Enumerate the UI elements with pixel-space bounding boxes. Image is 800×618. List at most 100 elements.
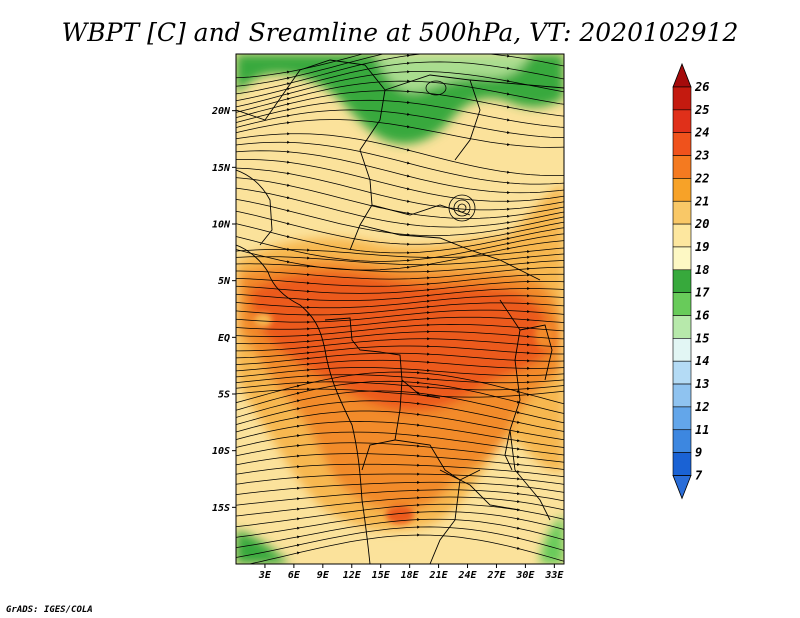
colorbar-level-label: 18	[695, 263, 709, 277]
streamline-arrow	[407, 70, 410, 74]
streamline-arrow	[296, 384, 300, 388]
streamline-arrow	[286, 183, 290, 187]
streamline-arrow	[307, 327, 310, 331]
streamline-arrow	[417, 518, 420, 522]
streamline-arrow	[307, 374, 310, 378]
streamline	[236, 71, 564, 108]
streamline-arrow	[307, 362, 310, 366]
colorbar-level-label: 16	[695, 309, 709, 323]
streamline	[236, 54, 564, 95]
streamline-arrow	[407, 125, 410, 129]
lat-tick-label: 10S	[212, 446, 230, 457]
streamline	[236, 54, 365, 79]
wbpt-local-max-west	[254, 313, 272, 327]
streamline-arrow	[417, 402, 420, 405]
wbpt-local-max-south	[386, 506, 414, 524]
streamline-arrow	[527, 343, 530, 347]
streamline-arrow	[527, 318, 530, 322]
colorbar-swatch	[672, 338, 692, 362]
colorbar-swatch	[672, 406, 692, 431]
streamline-arrow	[427, 288, 430, 292]
longitude-axis: 3E 6E 9E 12E 15E 18E 21E 24E 27E 30E 33E	[258, 564, 564, 581]
streamline	[236, 503, 564, 528]
colorbar-swatch	[672, 315, 692, 339]
lat-tick-label: 5S	[218, 390, 230, 401]
colorbar-swatch	[672, 429, 692, 453]
streamline-arrow	[527, 267, 530, 271]
streamline-arrow	[516, 536, 520, 540]
streamline-arrow	[406, 174, 410, 178]
streamline-arrow	[507, 214, 510, 218]
lake-victoria	[519, 324, 553, 381]
streamline-arrow	[527, 335, 530, 338]
streamline	[236, 374, 564, 384]
streamline	[236, 489, 564, 506]
streamline	[236, 273, 564, 287]
streamline-arrow	[527, 351, 530, 355]
streamline-arrow	[507, 143, 510, 146]
streamline-arrow	[507, 130, 510, 134]
streamline	[236, 442, 564, 463]
lon-tick-label: 18E	[401, 570, 420, 581]
colorbar: 26 25 24 23 22 21 20 19 18 17 16 15 14 13 12 11 9 7	[672, 62, 710, 500]
colorbar-level-label: 12	[695, 400, 709, 414]
streamline-arrow	[516, 389, 520, 393]
streamline-arrow	[507, 199, 510, 203]
streamline-arrow	[287, 160, 290, 164]
streamline-arrow	[427, 352, 430, 356]
streamline-arrow	[506, 232, 510, 236]
streamline-arrow	[517, 447, 520, 451]
colorbar-level-label: 14	[695, 354, 709, 368]
lon-tick-label: 9E	[317, 570, 330, 581]
streamline-arrow	[417, 454, 420, 458]
streamline-arrow	[287, 260, 290, 264]
streamline	[236, 187, 564, 228]
lat-tick-label: 5N	[218, 276, 231, 287]
streamline-arrow	[517, 508, 520, 512]
colorbar-swatch	[672, 292, 692, 316]
colorbar-swatch	[672, 109, 692, 133]
streamline-arrow	[287, 150, 290, 154]
colorbar-level-label: 23	[694, 149, 709, 163]
streamline-arrow	[427, 368, 430, 372]
streamline-arrow	[417, 463, 420, 467]
streamline-arrow	[527, 310, 530, 313]
colorbar-swatch	[672, 246, 692, 271]
streamline-arrow	[527, 380, 530, 384]
streamline	[236, 352, 564, 365]
streamline-arrow	[406, 187, 410, 191]
streamline-arrow	[527, 387, 530, 391]
streamline-arrow	[507, 247, 510, 251]
streamline-arrow	[286, 97, 290, 101]
streamline-arrow	[517, 462, 520, 466]
colorbar-swatch	[672, 383, 692, 408]
streamline-arrow	[286, 87, 290, 91]
streamline-arrow	[297, 465, 300, 469]
streamline-arrow	[427, 323, 430, 327]
streamline-arrow	[307, 289, 310, 293]
lon-tick-label: 33E	[544, 570, 564, 581]
streamline	[236, 210, 564, 245]
streamline-arrow	[297, 475, 300, 479]
streamline	[236, 359, 564, 372]
streamline-arrow	[427, 377, 430, 381]
streamline-arrow	[307, 351, 310, 355]
border-algeria-niger	[236, 69, 301, 121]
streamline-arrow	[517, 455, 520, 459]
streamline	[236, 295, 564, 309]
streamline	[236, 309, 564, 323]
streamline-arrow	[307, 333, 310, 337]
streamline-arrow	[527, 261, 530, 265]
streamline-arrow	[516, 526, 520, 530]
colorbar-swatch	[672, 269, 692, 293]
streamline-arrow	[427, 394, 430, 397]
streamline	[236, 410, 564, 441]
streamline-arrow	[417, 503, 420, 507]
streamline-arrow	[507, 226, 510, 230]
streamline-arrow	[507, 79, 510, 83]
streamline	[236, 240, 564, 271]
streamline	[236, 453, 564, 470]
streamline-arrow	[407, 199, 410, 203]
border-angola-zambia	[361, 439, 396, 471]
streamline-arrow	[517, 500, 520, 503]
